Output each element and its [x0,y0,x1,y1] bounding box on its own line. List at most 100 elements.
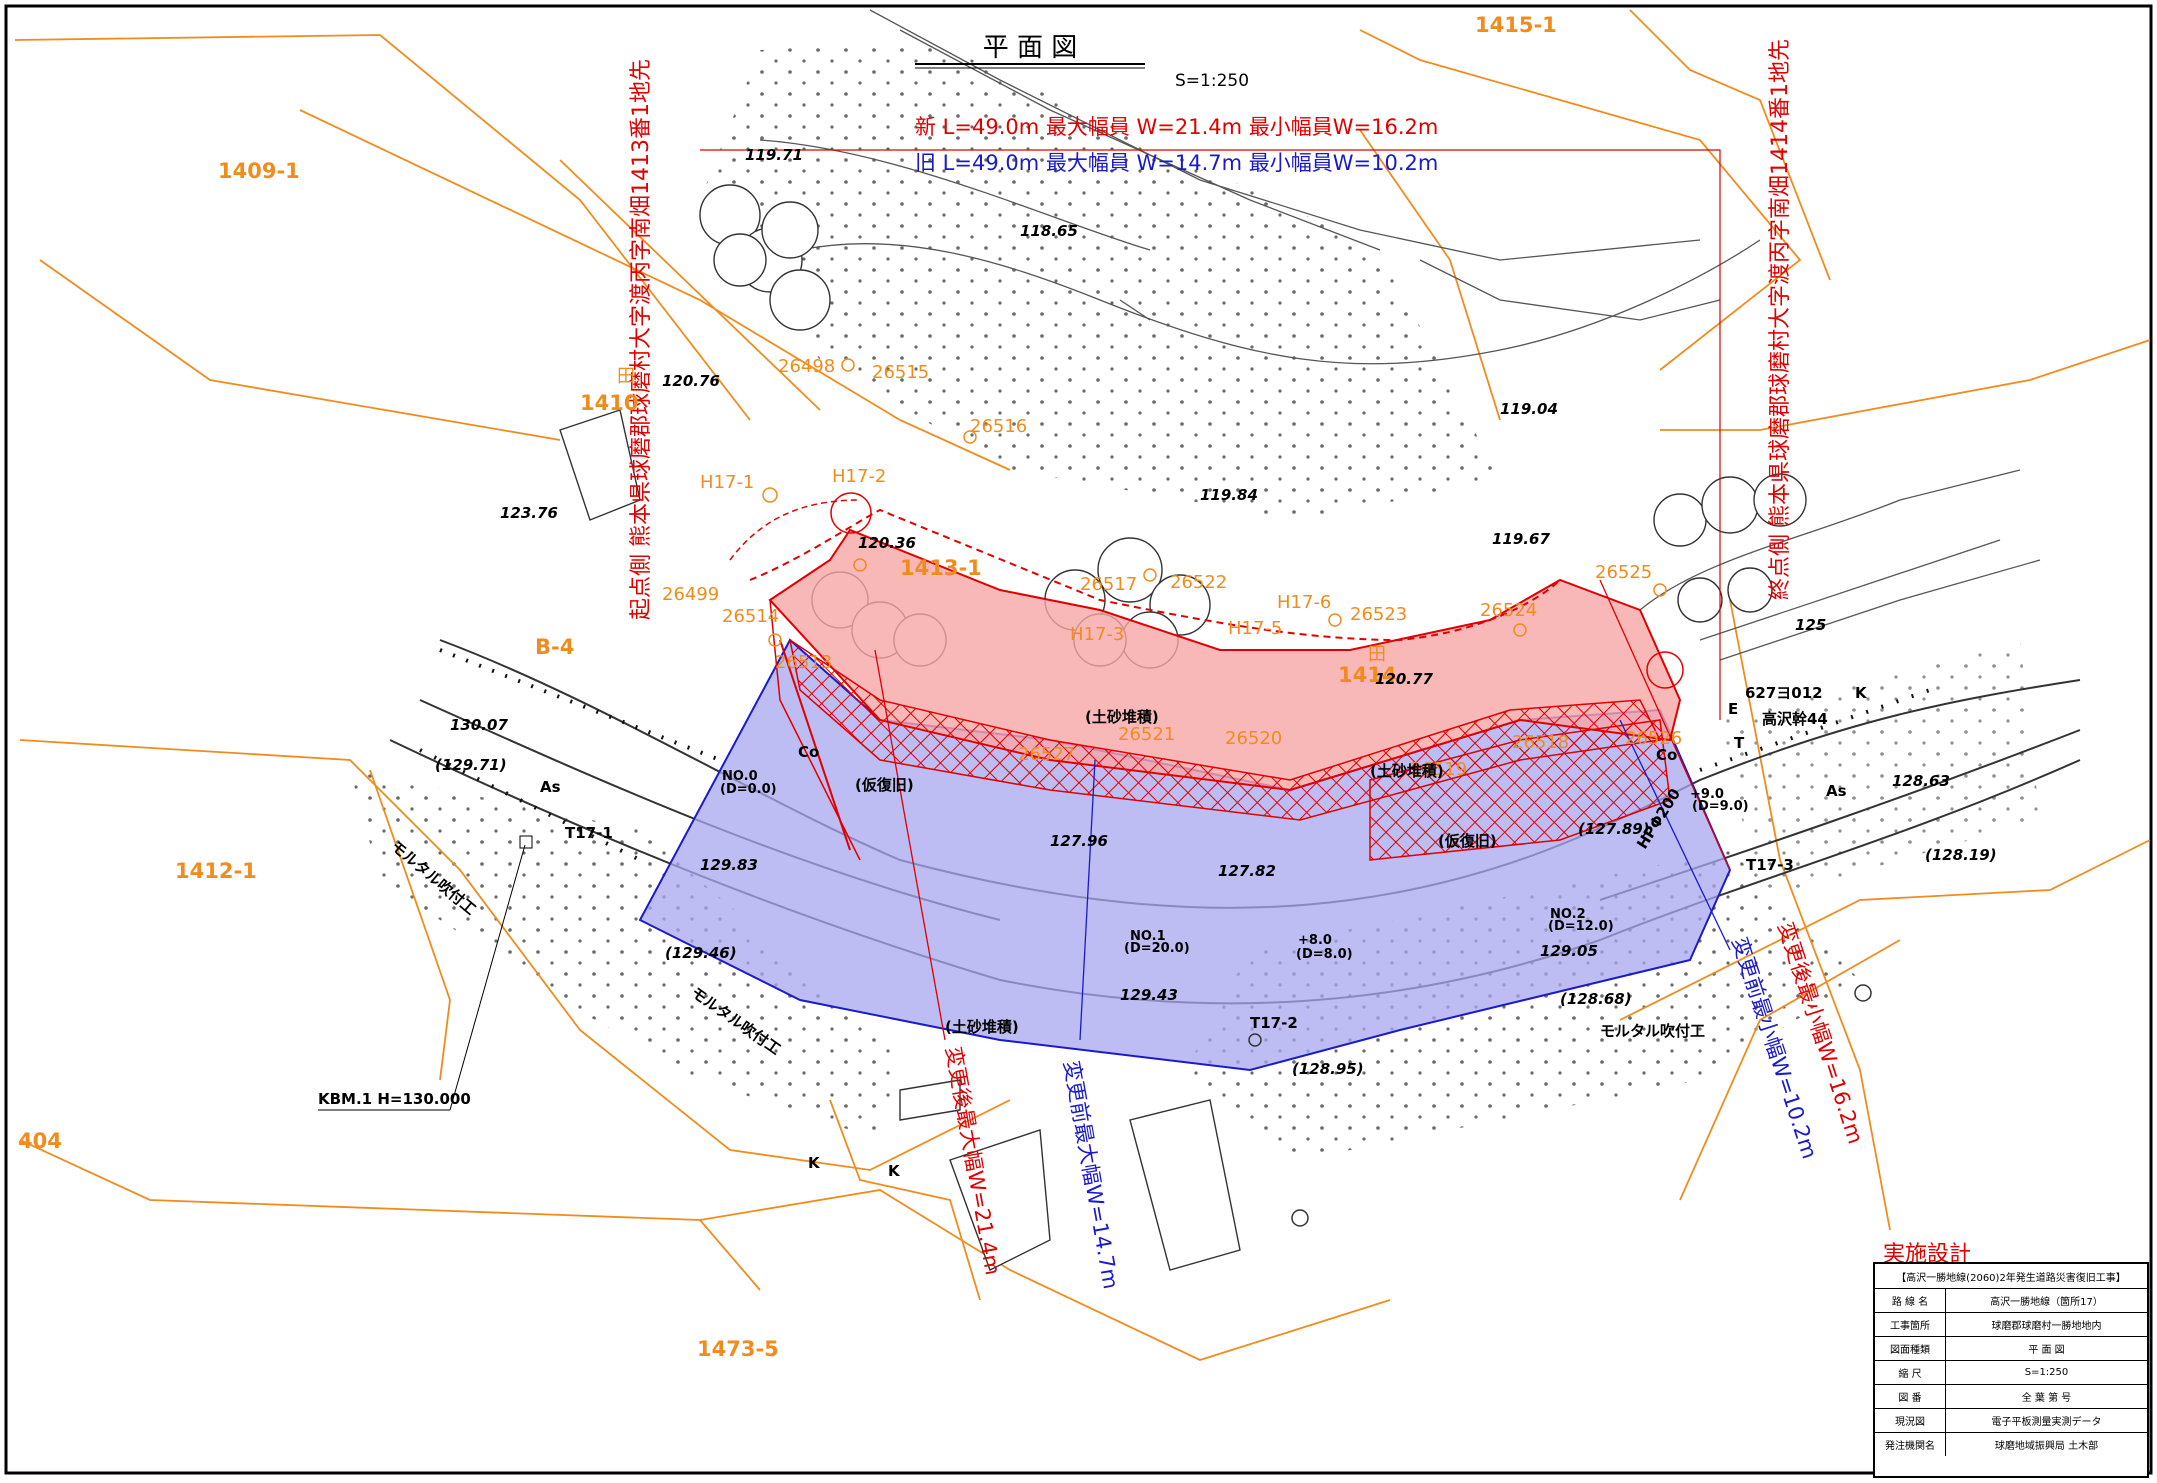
elevation-label: (127.89) [1578,820,1650,838]
elevation-label: 125 [1795,616,1826,634]
elevation-label: (129.46) [665,944,737,962]
parcel-mark: 田 [1368,644,1386,665]
title-block-value: 全 葉 第 号 [2021,1393,2072,1404]
title-block-row: 路 線 名 高沢一勝地線（箇所17） [1875,1289,2147,1313]
survey-point-label: 26514 [722,606,779,627]
survey-point-label: 26516 [970,416,1027,437]
survey-point-label: 26499 [662,584,719,605]
survey-frame [700,149,1721,720]
boring-label: H17-6 [1277,592,1331,613]
title-block-row: 発注機関名 球磨地域振興局 土木部 [1875,1433,2147,1456]
survey-point-label: 26517 [1080,574,1137,595]
dashed-boundary [749,508,1561,642]
width-new: 新 L=49.0m 最大幅員 W=21.4m 最小幅員W=16.2m [915,115,1438,139]
parcel-boundaries [14,9,2151,1361]
title-block-value: 平 面 図 [2028,1345,2065,1356]
title-block-header: 【高沢一勝地線(2060)2年発生道路災害復旧工事】 [1875,1264,2147,1289]
elevation-label: 119.71 [745,146,803,164]
parcel-label: 404 [18,1129,62,1153]
station-label: NO.2 [1550,907,1586,922]
annotation-label: (土砂堆積) [945,1018,1019,1036]
elevation-label: 118.65 [1020,222,1078,240]
annotation-label: (仮復旧) [1438,832,1497,850]
title-block-row: 工事箇所 球磨郡球磨村一勝地地内 [1875,1313,2147,1337]
callout-lines [874,579,1731,1041]
parcel-label: 1473-5 [697,1337,779,1361]
elevation-label: 119.84 [1200,486,1258,504]
survey-point-label: 26522 [1170,572,1227,593]
elevation-label: 127.96 [1050,832,1108,850]
annotation-label: (土砂堆積) [1370,762,1444,780]
survey-point-label: 26519 [1410,759,1467,780]
station-label: (D=0.0) [720,782,777,797]
title-block-key: 図 番 [1875,1385,1946,1408]
title-block-value: 球磨郡球磨村一勝地地内 [1991,1321,2102,1332]
elevation-label: (128.95) [1292,1060,1364,1078]
elevation-label: (128.68) [1560,990,1632,1008]
parcel-label: 1414 [1338,663,1396,687]
station-label: NO.0 [722,769,758,784]
elevation-label: 127.82 [1218,862,1276,880]
title-block-key: 路 線 名 [1875,1289,1946,1312]
elevation-label: (128.19) [1925,846,1997,864]
parcel-label: 1409-1 [218,159,300,183]
parcel-label: 1413-1 [900,556,982,580]
elevation-label: 128.63 [1892,772,1950,790]
title-block-key: 現況図 [1875,1409,1946,1432]
revetment-hatch-right [1369,719,1671,861]
station-label: (D=12.0) [1548,919,1614,934]
revetment-edge-left2 [769,599,861,861]
title-block-key: 工事箇所 [1875,1313,1946,1336]
survey-point-label: 26524 [1480,600,1537,621]
plan-scale: S=1:250 [1175,71,1249,91]
borehole-circles [830,492,1684,689]
annotation-label: T [1734,734,1745,752]
title-block-row: 図面種類 平 面 図 [1875,1337,2147,1361]
dotted-slope-right [1720,640,2040,900]
station-label: (D=20.0) [1124,941,1190,956]
plan-title: 平 面 図 [983,33,1078,63]
end-side-label: 終点側 熊本県球磨郡球磨村大字渡丙字南畑1414番1地先 [1768,39,1793,600]
boring-label: H17-5 [1228,618,1282,639]
elevation-label: 119.04 [1500,400,1558,418]
elevation-label: 130.07 [450,716,508,734]
title-block-value: 電子平板測量実測データ [1991,1417,2102,1428]
survey-point-circles [762,358,1667,647]
title-block: 【高沢一勝地線(2060)2年発生道路災害復旧工事】 路 線 名 高沢一勝地線（… [1873,1262,2149,1478]
survey-point-label: 26513 [775,652,832,673]
elevation-label: 119.67 [1492,530,1550,548]
parcel-label: 1415-1 [1475,13,1557,37]
start-side-label: 起点側 熊本県球磨郡球磨村大字渡丙字南畑1413番1地先 [629,59,654,620]
annotation-label: KBM.1 H=130.000 [318,1090,471,1108]
parcel-label: B-4 [535,635,574,659]
parcel-label: 1410 [580,391,638,415]
terraces-lower [559,409,1241,1271]
elevation-label: 120.36 [858,534,916,552]
annotation-label: K [1855,684,1868,702]
title-block-value: S=1:250 [2024,1367,2069,1378]
survey-point-label: 26520 [1225,728,1282,749]
kbm-marker [519,835,533,849]
elevation-label: (129.71) [435,756,507,774]
annotation-label: 627ヨ012 [1745,684,1823,702]
annotation-label: T17-2 [1250,1014,1298,1032]
annotation-label: (土砂堆積) [1085,708,1159,726]
annotation-label: Co [798,743,819,761]
title-block-key: 発注機関名 [1875,1433,1946,1456]
parcel-mark: 田 [617,366,635,387]
boring-labels: H17-1 H17-2 H17-3 H17-5 H17-6 [700,466,1331,645]
station-label: (D=9.0) [1692,799,1749,814]
station-labels: NO.0 (D=0.0) NO.1 (D=20.0) +8.0 (D=8.0) … [720,769,1749,962]
annotations: Co Co As As (仮復旧) (仮復旧) (土砂堆積) (土砂堆積) (土… [318,684,1868,1180]
survey-point-label: 26518 [1512,732,1569,753]
survey-point-label: 26525 [1595,562,1652,583]
survey-point-label: 26527 [1018,744,1075,765]
annotation-label: K [808,1154,821,1172]
annotation-label: (仮復旧) [855,776,914,794]
title-block-value: 高沢一勝地線（箇所17） [1990,1297,2103,1308]
elevation-label: 120.76 [662,372,720,390]
station-label: +9.0 [1690,787,1724,802]
tree-cluster-right [1653,473,1807,623]
